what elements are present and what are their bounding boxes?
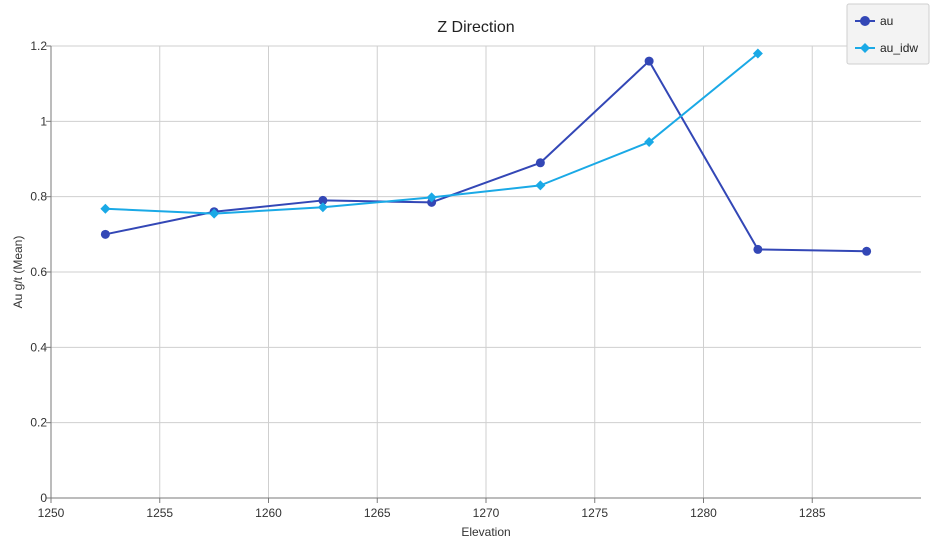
y-tick-label: 0.6 bbox=[30, 265, 47, 279]
data-point-au[interactable] bbox=[318, 195, 328, 205]
data-point-au-idw[interactable] bbox=[535, 180, 546, 191]
y-axis-title: Au g/t (Mean) bbox=[11, 236, 25, 309]
y-tick-label: 0.4 bbox=[30, 340, 47, 354]
legend-marker-au bbox=[860, 16, 870, 26]
x-tick-label: 1250 bbox=[38, 506, 65, 520]
data-point-au[interactable] bbox=[753, 244, 763, 254]
x-axis-title: Elevation bbox=[461, 525, 510, 539]
legend-box bbox=[846, 3, 930, 65]
x-tick-label: 1280 bbox=[690, 506, 717, 520]
chart-title: Z Direction bbox=[437, 19, 514, 36]
series-line-au bbox=[105, 60, 867, 253]
series-group bbox=[100, 48, 872, 256]
x-axis-ticks: 1250 1255 1260 1265 1270 1275 1280 1285 bbox=[38, 498, 826, 520]
data-point-au-idw[interactable] bbox=[752, 48, 763, 59]
series-au-idw bbox=[100, 48, 763, 219]
x-tick-label: 1255 bbox=[146, 506, 173, 520]
legend-label-au: au bbox=[880, 14, 893, 28]
legend-marker-au-idw bbox=[860, 43, 870, 53]
data-point-au[interactable] bbox=[100, 229, 110, 239]
data-point-au-idw[interactable] bbox=[644, 137, 655, 148]
series-line-au-idw bbox=[105, 52, 759, 215]
data-point-au-idw[interactable] bbox=[209, 208, 220, 219]
y-tick-label: 0.8 bbox=[30, 190, 47, 204]
y-tick-label: 1.2 bbox=[30, 39, 47, 53]
y-tick-label: 0 bbox=[40, 491, 47, 505]
data-point-au[interactable] bbox=[862, 246, 872, 256]
legend-item-au[interactable]: au bbox=[855, 14, 893, 28]
x-tick-label: 1265 bbox=[364, 506, 391, 520]
x-tick-label: 1260 bbox=[255, 506, 282, 520]
x-tick-label: 1285 bbox=[799, 506, 826, 520]
data-point-au-idw[interactable] bbox=[426, 192, 437, 203]
y-tick-label: 0.2 bbox=[30, 416, 47, 430]
legend[interactable]: au au_idw bbox=[846, 3, 930, 65]
data-point-au-idw[interactable] bbox=[317, 202, 328, 213]
data-point-au[interactable] bbox=[644, 56, 654, 66]
y-axis-ticks: 0 0.2 0.4 0.6 0.8 1 1.2 bbox=[30, 39, 51, 505]
x-tick-label: 1275 bbox=[581, 506, 608, 520]
x-tick-label: 1270 bbox=[473, 506, 500, 520]
data-point-au-idw[interactable] bbox=[100, 203, 111, 214]
legend-item-au-idw[interactable]: au_idw bbox=[855, 41, 918, 55]
y-tick-label: 1 bbox=[40, 114, 47, 128]
data-point-au[interactable] bbox=[535, 158, 545, 168]
legend-label-au-idw: au_idw bbox=[880, 41, 918, 55]
grid bbox=[51, 45, 921, 498]
